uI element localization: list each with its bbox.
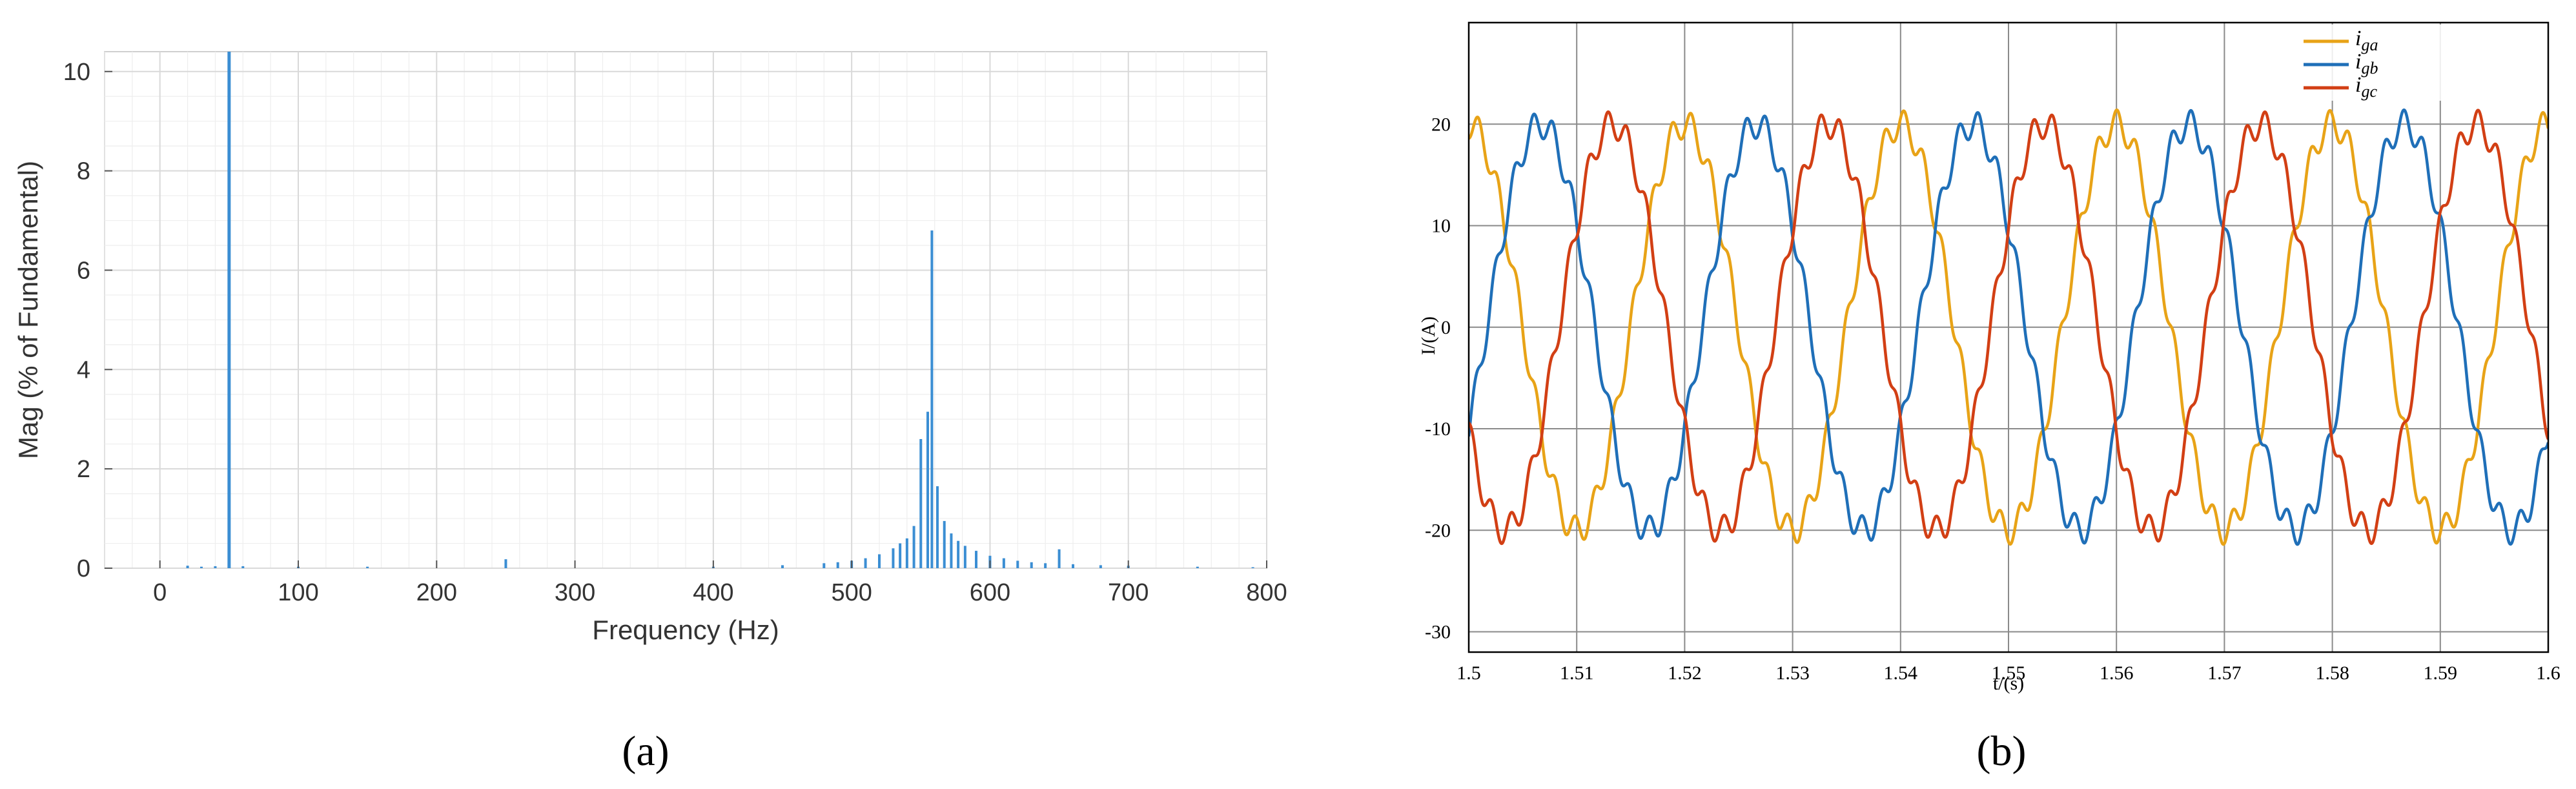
chart-b-lines xyxy=(1469,108,2548,546)
chart-b-y-axis-label: I/(A) xyxy=(1418,316,1439,355)
chart-a-bar xyxy=(1030,562,1033,568)
chart-b-y-tick-label: -20 xyxy=(1425,520,1451,541)
chart-a-grid xyxy=(104,52,1267,569)
chart-b-x-axis-label: t/(s) xyxy=(1993,673,2024,694)
chart-a-y-tick-label: 6 xyxy=(77,257,90,284)
chart-a-bar xyxy=(504,559,507,568)
chart-a-bar xyxy=(214,566,217,568)
chart-b-x-tick-label: 1.5 xyxy=(1457,662,1481,684)
chart-a-bar xyxy=(864,558,867,568)
chart-a-y-tick-label: 10 xyxy=(63,59,90,86)
chart-a-y-axis-label: Mag (% of Fundamental) xyxy=(13,161,43,459)
chart-b-legend-entry-gb: igb xyxy=(2355,50,2378,77)
chart-a-bar xyxy=(1251,567,1254,568)
chart-a-bar xyxy=(943,520,946,568)
chart-b-legend-symbol: i xyxy=(2355,50,2361,74)
chart-a-bar xyxy=(1099,565,1102,568)
chart-a-bar xyxy=(1044,563,1047,568)
chart-a-bars xyxy=(186,52,1254,568)
chart-b-x-tick-label: 1.56 xyxy=(2100,662,2134,684)
chart-b-x-tick-label: 1.6 xyxy=(2536,662,2561,684)
panel-label-a: (a) xyxy=(622,728,669,775)
chart-a-bar xyxy=(186,566,189,568)
chart-a-x-tick-label: 400 xyxy=(693,579,733,606)
chart-b-legend-subscript: gb xyxy=(2361,59,2378,77)
chart-a-bar xyxy=(878,554,881,568)
chart-b-x-tick-label: 1.57 xyxy=(2207,662,2242,684)
chart-b-legend-subscript: ga xyxy=(2361,36,2378,54)
chart-b-x-tick-label: 1.54 xyxy=(1884,662,1918,684)
chart-a-y-tick-label: 8 xyxy=(77,158,90,185)
chart-a-y-tick-label: 4 xyxy=(77,356,90,384)
chart-a-bar xyxy=(823,563,826,568)
chart-a-bar xyxy=(1072,564,1074,568)
chart-a-bar xyxy=(957,540,960,568)
chart-b: 1.5 1.51 1.52 1.53 1.54 1.55 1.56 1.57 1.58 1.59 1… xyxy=(1418,21,2561,775)
chart-a-x-tick-label: 0 xyxy=(153,579,167,606)
chart-b-series-line-gc xyxy=(1469,108,2548,546)
chart-a-bar xyxy=(227,52,231,568)
chart-b-x-tick-label: 1.59 xyxy=(2424,662,2458,684)
chart-b-x-ticks: 1.5 1.51 1.52 1.53 1.54 1.55 1.56 1.57 1.58 1.59 1… xyxy=(1457,662,2561,684)
chart-b-y-tick-label: 10 xyxy=(1431,216,1451,237)
chart-a-bar xyxy=(950,533,953,568)
chart-a-y-tick-label: 2 xyxy=(77,456,90,483)
chart-a-x-tick-label: 200 xyxy=(416,579,457,606)
chart-a-bar xyxy=(1016,560,1019,568)
chart-b-y-tick-label: -30 xyxy=(1425,622,1451,643)
chart-a-x-tick-label: 800 xyxy=(1246,579,1287,606)
chart-a-x-tick-label: 500 xyxy=(831,579,872,606)
chart-b-x-tick-label: 1.55 xyxy=(1992,662,2026,684)
chart-a-y-ticks: 0 2 4 6 8 10 xyxy=(63,59,112,582)
chart-b-legend-subscript: gc xyxy=(2361,82,2377,101)
chart-a-bar xyxy=(919,439,923,568)
chart-b-frame xyxy=(1467,21,2550,653)
panel-label-b: (b) xyxy=(1977,728,2027,775)
chart-a-x-tick-label: 600 xyxy=(970,579,1010,606)
chart-a-x-ticks: 0 100 200 300 400 500 600 700 800 xyxy=(153,560,1287,606)
chart-a-bar xyxy=(912,526,915,568)
chart-b-legend-symbol: i xyxy=(2355,26,2361,50)
chart-b-y-tick-label: -10 xyxy=(1425,418,1451,440)
chart-a-bar xyxy=(892,548,895,568)
chart-a-bar xyxy=(1196,566,1199,568)
chart-b-x-tick-label: 1.52 xyxy=(1668,662,1702,684)
chart-a-bar xyxy=(366,566,369,568)
chart-a-bar xyxy=(963,546,966,568)
chart-a-y-tick-label: 0 xyxy=(77,555,90,582)
chart-b-x-tick-label: 1.53 xyxy=(1775,662,1810,684)
chart-a-bar xyxy=(936,486,939,568)
chart-b-legend-symbol: i xyxy=(2355,73,2361,97)
chart-a-bar xyxy=(241,566,245,568)
chart-a-bar xyxy=(781,565,784,568)
chart-b-y-tick-label: 0 xyxy=(1441,317,1451,338)
chart-a-x-tick-label: 700 xyxy=(1108,579,1149,606)
chart-a: 0 100 200 300 400 500 600 700 800 0 2 4 6 8 10 Freque… xyxy=(13,51,1287,775)
chart-a-bar xyxy=(1002,558,1005,568)
chart-b-x-tick-label: 1.58 xyxy=(2315,662,2349,684)
chart-a-bar xyxy=(930,230,934,568)
chart-b-x-tick-label: 1.51 xyxy=(1560,662,1594,684)
chart-b-legend-entry-ga: iga xyxy=(2355,26,2378,54)
chart-a-bar xyxy=(200,566,203,568)
chart-a-bar xyxy=(836,562,839,568)
chart-b-y-ticks: 20 10 0 -10 -20 -30 xyxy=(1425,114,1451,642)
chart-b-y-tick-label: 20 xyxy=(1431,114,1451,135)
chart-a-bar xyxy=(905,538,908,568)
chart-a-bar xyxy=(1058,549,1061,568)
chart-a-bar xyxy=(899,543,902,568)
chart-a-bar xyxy=(975,551,977,568)
chart-a-bar xyxy=(926,411,929,568)
chart-a-x-tick-label: 300 xyxy=(555,579,595,606)
chart-a-x-tick-label: 100 xyxy=(278,579,318,606)
chart-a-x-axis-label: Frequency (Hz) xyxy=(592,615,779,645)
chart-b-legend-entry-gc: igc xyxy=(2355,73,2377,101)
